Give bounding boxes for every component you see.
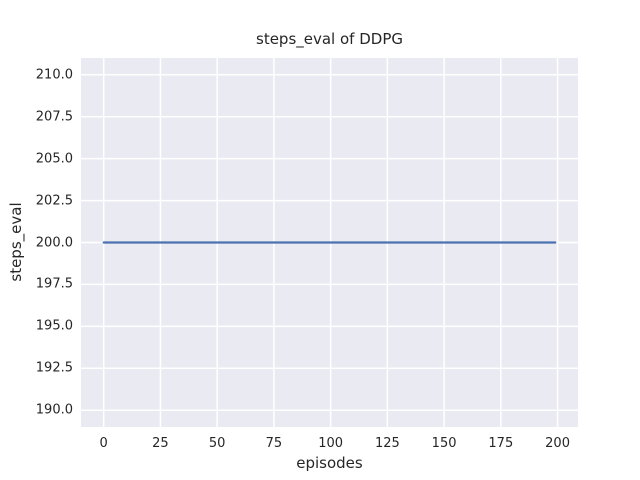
x-tick-label: 25 [152, 436, 169, 451]
y-tick-label: 195.0 [35, 318, 73, 334]
chart-title: steps_eval of DDPG [256, 30, 403, 48]
x-tick-label: 100 [318, 436, 344, 451]
x-tick-label: 50 [208, 436, 226, 451]
x-tick-label: 75 [265, 436, 283, 451]
y-tick-label: 210.0 [35, 67, 73, 83]
plot-svg [81, 58, 578, 427]
x-tick-label: 150 [431, 436, 457, 451]
y-tick-label: 190.0 [35, 402, 73, 418]
y-tick-label: 200.0 [35, 235, 73, 250]
y-tick-label: 202.5 [35, 193, 73, 209]
x-tick-label: 125 [374, 436, 400, 451]
x-tick-label: 175 [488, 436, 514, 451]
x-tick-label: 200 [545, 436, 570, 451]
plot-area [81, 58, 578, 427]
y-tick-label: 192.5 [35, 360, 73, 376]
x-axis-label: episodes [296, 454, 363, 472]
x-tick-label: 0 [99, 436, 108, 451]
y-tick-label: 205.0 [35, 151, 73, 167]
y-tick-label: 197.5 [35, 276, 73, 292]
y-tick-label: 207.5 [35, 109, 73, 125]
y-axis-label: steps_eval [7, 202, 25, 282]
